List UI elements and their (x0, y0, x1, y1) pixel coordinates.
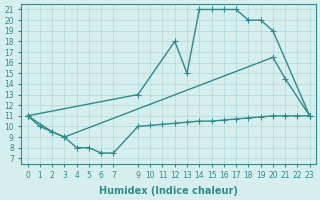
X-axis label: Humidex (Indice chaleur): Humidex (Indice chaleur) (99, 186, 238, 196)
